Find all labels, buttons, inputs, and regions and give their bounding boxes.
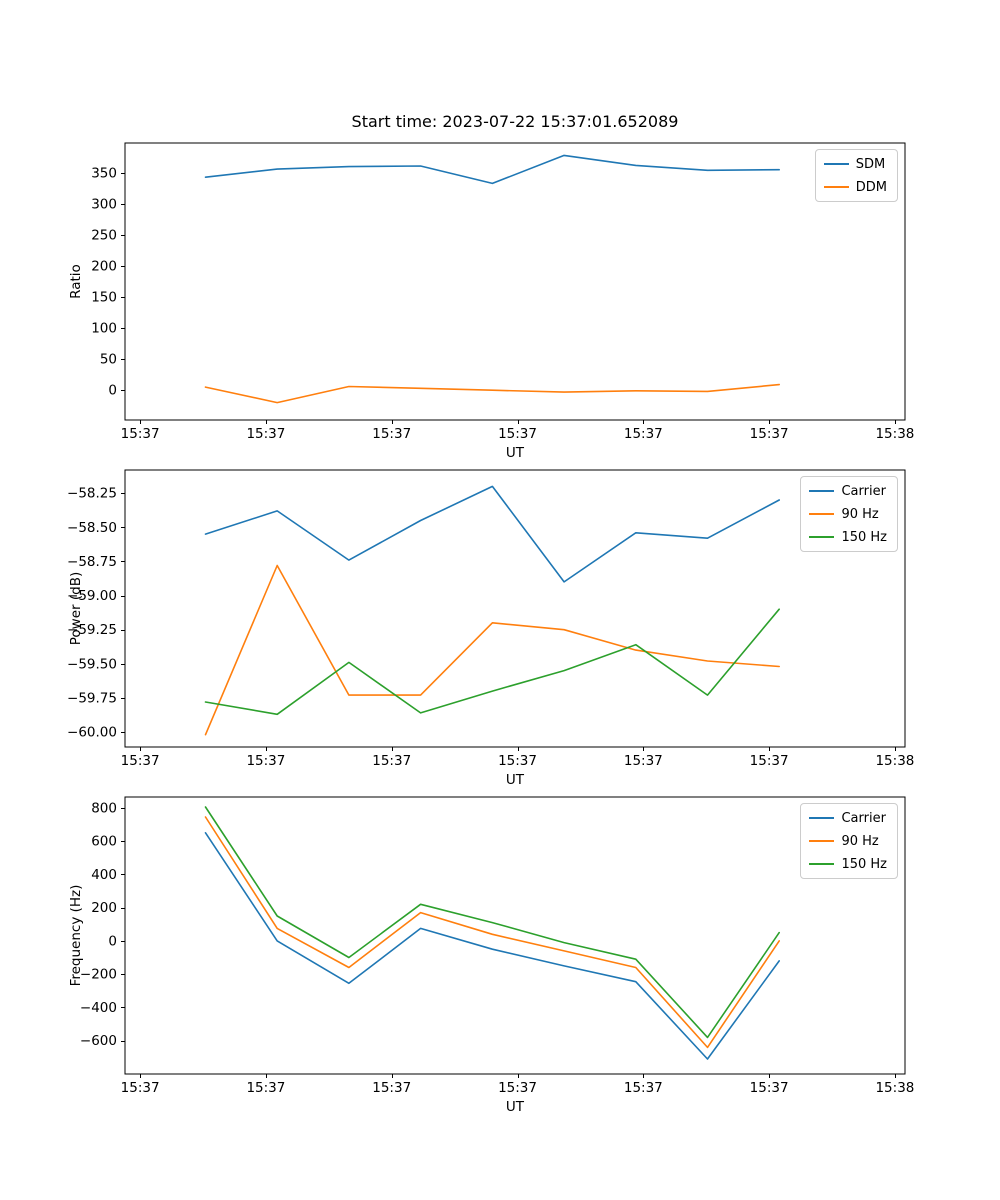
plot-line-90-hz xyxy=(204,816,781,1049)
y-tick-label: −59.50 xyxy=(67,656,117,672)
x-tick-label: 15:37 xyxy=(246,1080,285,1096)
x-axis-title: UT xyxy=(506,445,525,461)
axes-frame xyxy=(124,796,906,1075)
y-tick-label: 100 xyxy=(91,321,117,337)
y-tick-label: 400 xyxy=(91,867,117,883)
legend-item: 150 Hz xyxy=(809,856,887,872)
y-tick-label: 200 xyxy=(91,258,117,274)
x-tick-label: 15:37 xyxy=(750,1080,789,1096)
legend-label: SDM xyxy=(855,156,886,172)
x-tick-label: 15:37 xyxy=(750,753,789,769)
y-axis-title: Frequency (Hz) xyxy=(68,885,84,987)
legend-line-swatch xyxy=(809,513,835,515)
legend-line-swatch xyxy=(823,163,849,165)
y-tick-label: −58.75 xyxy=(67,554,117,570)
y-tick-label: 50 xyxy=(100,352,117,368)
x-axis-title: UT xyxy=(506,772,525,788)
x-axis-title: UT xyxy=(506,1099,525,1115)
legend-line-swatch xyxy=(809,840,835,842)
y-tick-label: −59.00 xyxy=(67,588,117,604)
legend-label: 150 Hz xyxy=(841,856,887,872)
x-tick-label: 15:37 xyxy=(372,426,411,442)
y-tick-label: −59.75 xyxy=(67,690,117,706)
x-tick-label: 15:37 xyxy=(498,753,537,769)
x-tick-label: 15:37 xyxy=(121,1080,160,1096)
legend-line-swatch xyxy=(809,817,835,819)
legend-label: Carrier xyxy=(841,810,886,826)
subplot-2: 15:37 15:37 15:37 15:37 15:37 15:37 15:38 −600 −… xyxy=(68,796,914,1115)
x-tick-label: 15:37 xyxy=(372,1080,411,1096)
y-tick-label: 150 xyxy=(91,290,117,306)
x-tick-label: 15:37 xyxy=(624,426,663,442)
x-tick-label: 15:37 xyxy=(498,1080,537,1096)
y-tick-label: 250 xyxy=(91,227,117,243)
y-tick-label: 300 xyxy=(91,196,117,212)
y-tick-label: 0 xyxy=(108,383,117,399)
y-tick-label: 200 xyxy=(91,900,117,916)
subplot-0: 15:37 15:37 15:37 15:37 15:37 15:37 15:38 0 50 10… xyxy=(68,142,914,461)
plot-line-sdm xyxy=(204,154,781,185)
legend-line-swatch xyxy=(823,186,849,188)
figure-title: Start time: 2023-07-22 15:37:01.652089 xyxy=(351,112,679,131)
y-tick-label: −60.00 xyxy=(67,724,117,740)
legend-1: Carrier 90 Hz 150 Hz xyxy=(800,476,898,552)
plot-line-150-hz xyxy=(204,608,781,716)
plot-line-150-hz xyxy=(204,806,781,1039)
x-tick-label: 15:37 xyxy=(246,426,285,442)
y-tick-label: 800 xyxy=(91,800,117,816)
x-tick-label: 15:37 xyxy=(121,426,160,442)
x-tick-label: 15:37 xyxy=(498,426,537,442)
x-tick-label: 15:37 xyxy=(372,753,411,769)
legend-item: DDM xyxy=(823,179,887,195)
y-tick-label: −600 xyxy=(80,1033,117,1049)
legend-item: 150 Hz xyxy=(809,529,887,545)
legend-label: 90 Hz xyxy=(841,833,879,849)
y-axis-title: Power (dB) xyxy=(68,572,84,645)
axes-frame xyxy=(124,142,906,421)
legend-label: 90 Hz xyxy=(841,506,879,522)
legend-label: 150 Hz xyxy=(841,529,887,545)
legend-item: 90 Hz xyxy=(809,833,887,849)
plot-line-ddm xyxy=(204,383,781,404)
legend-line-swatch xyxy=(809,863,835,865)
plot-line-carrier xyxy=(204,831,781,1060)
y-tick-label: −58.50 xyxy=(67,520,117,536)
legend-2: Carrier 90 Hz 150 Hz xyxy=(800,803,898,879)
y-tick-label: −58.25 xyxy=(67,486,117,502)
x-tick-label: 15:38 xyxy=(875,1080,914,1096)
x-tick-label: 15:38 xyxy=(875,753,914,769)
legend-0: SDM DDM xyxy=(814,149,898,202)
y-tick-label: 350 xyxy=(91,165,117,181)
legend-item: 90 Hz xyxy=(809,506,887,522)
legend-line-swatch xyxy=(809,490,835,492)
y-tick-label: −200 xyxy=(80,967,117,983)
x-tick-label: 15:37 xyxy=(121,753,160,769)
y-tick-label: 600 xyxy=(91,834,117,850)
axes-frame xyxy=(124,469,906,748)
legend-label: Carrier xyxy=(841,483,886,499)
legend-item: SDM xyxy=(823,156,887,172)
x-tick-label: 15:37 xyxy=(246,753,285,769)
x-tick-label: 15:37 xyxy=(624,753,663,769)
plot-line-carrier xyxy=(204,485,781,583)
x-tick-label: 15:37 xyxy=(624,1080,663,1096)
x-tick-label: 15:37 xyxy=(750,426,789,442)
y-tick-label: −59.25 xyxy=(67,622,117,638)
y-axis-title: Ratio xyxy=(68,264,84,299)
plot-line-90-hz xyxy=(204,564,781,736)
subplot-1: 15:37 15:37 15:37 15:37 15:37 15:37 15:38 −60.0… xyxy=(67,469,914,788)
y-tick-label: 0 xyxy=(108,933,117,949)
legend-item: Carrier xyxy=(809,810,887,826)
y-tick-label: −400 xyxy=(80,1000,117,1016)
legend-line-swatch xyxy=(809,536,835,538)
legend-item: Carrier xyxy=(809,483,887,499)
legend-label: DDM xyxy=(855,179,887,195)
x-tick-label: 15:38 xyxy=(875,426,914,442)
